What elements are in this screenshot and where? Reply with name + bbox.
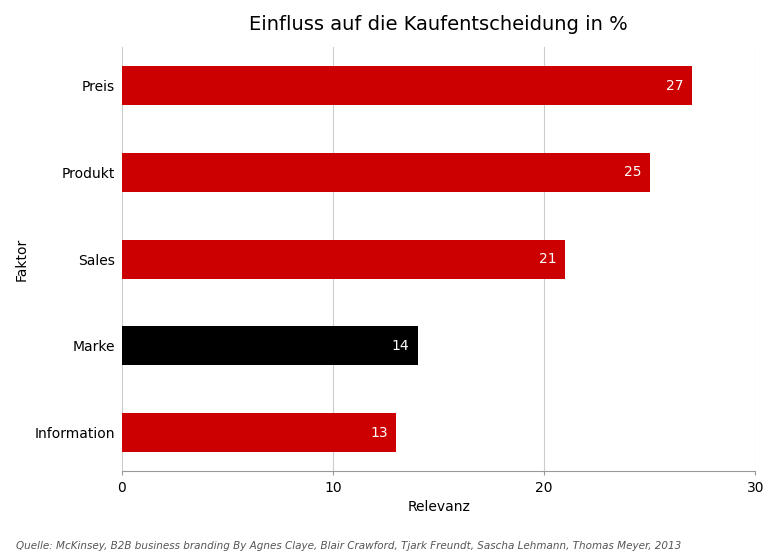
Text: 25: 25 <box>624 165 641 179</box>
Text: 27: 27 <box>666 79 683 93</box>
Bar <box>122 413 397 452</box>
X-axis label: Relevanz: Relevanz <box>407 500 470 514</box>
Text: 13: 13 <box>370 425 388 440</box>
Text: 21: 21 <box>539 252 557 266</box>
Text: 14: 14 <box>392 339 409 353</box>
Y-axis label: Faktor: Faktor <box>15 238 29 281</box>
Bar <box>122 66 692 105</box>
Bar <box>122 326 418 366</box>
Bar <box>122 239 566 279</box>
Text: Quelle: McKinsey, B2B business branding By Agnes Claye, Blair Crawford, Tjark Fr: Quelle: McKinsey, B2B business branding … <box>16 541 681 551</box>
Title: Einfluss auf die Kaufentscheidung in %: Einfluss auf die Kaufentscheidung in % <box>249 15 628 34</box>
Bar <box>122 153 650 192</box>
